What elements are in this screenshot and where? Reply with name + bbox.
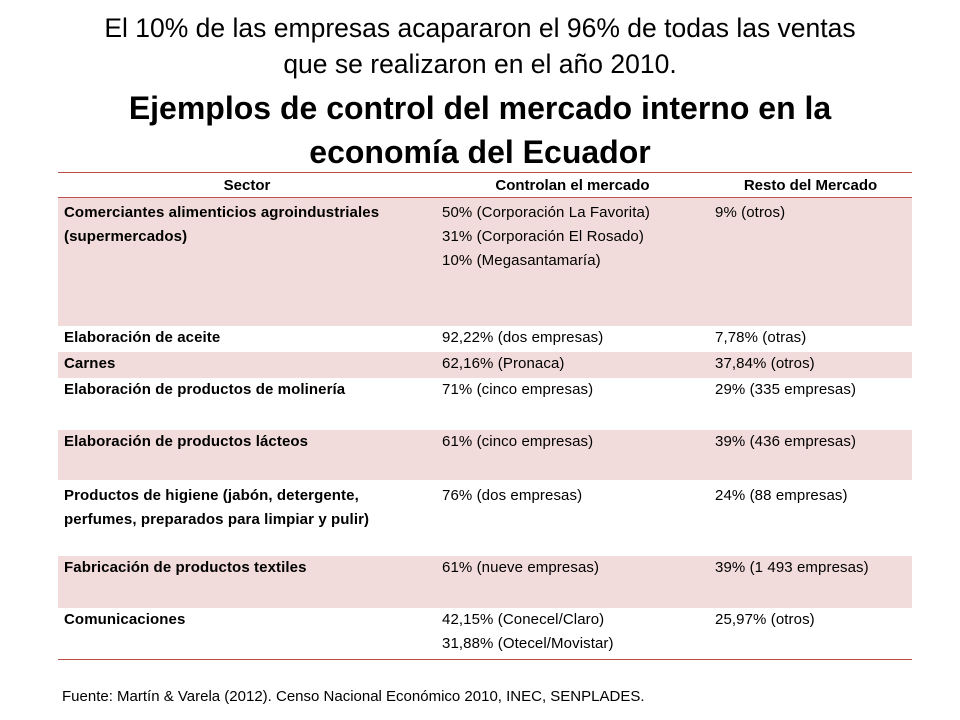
table-row: Elaboración de productos lácteos 61% (ci… xyxy=(58,429,912,480)
market-control-table: Sector Controlan el mercado Resto del Me… xyxy=(58,172,912,660)
control-line: 42,15% (Conecel/Claro) xyxy=(442,610,605,628)
header-resto: Resto del Mercado xyxy=(709,172,912,198)
cell-sector: Comunicaciones xyxy=(58,607,436,660)
cell-sector: Comerciantes alimenticios agroindustrial… xyxy=(58,197,436,326)
cell-sector: Fabricación de productos textiles xyxy=(58,555,436,608)
cell-control: 50% (Corporación La Favorita) 31% (Corpo… xyxy=(436,197,709,326)
cell-sector: Elaboración de productos de molinería xyxy=(64,380,346,398)
subtitle-line-1: Ejemplos de control del mercado interno … xyxy=(128,90,832,126)
cell-rest: 37,84% (otros) xyxy=(709,351,912,378)
control-line: 31,88% (Otecel/Movistar) xyxy=(442,634,614,652)
control-line: 31% (Corporación El Rosado) xyxy=(442,228,644,245)
cell-sector: Elaboración de productos lácteos xyxy=(58,429,436,480)
cell-rest: 7,78% (otras) xyxy=(715,328,807,346)
cell-control: 61% (cinco empresas) xyxy=(436,429,709,480)
table-row: Productos de higiene (jabón, detergente,… xyxy=(58,480,912,556)
cell-control: 42,15% (Conecel/Claro) 31,88% (Otecel/Mo… xyxy=(436,607,709,660)
table-row: Carnes 62,16% (Pronaca) 37,84% (otros) xyxy=(58,351,912,378)
table-row: Elaboración de aceite 92,22% (dos empres… xyxy=(58,326,912,352)
cell-rest: 9% (otros) xyxy=(709,197,912,326)
cell-sector: Carnes xyxy=(58,351,436,378)
cell-rest: 29% (335 empresas) xyxy=(715,380,857,398)
header-controlan: Controlan el mercado xyxy=(436,172,709,198)
cell-control: 76% (dos empresas) xyxy=(442,486,583,504)
cell-sector: Productos de higiene (jabón, detergente,… xyxy=(64,486,370,528)
cell-rest: 24% (88 empresas) xyxy=(715,486,848,504)
table-header-row: Sector Controlan el mercado Resto del Me… xyxy=(58,172,912,198)
cell-rest: 39% (1 493 empresas) xyxy=(709,555,912,608)
source-note: Fuente: Martín & Varela (2012). Censo Na… xyxy=(62,688,645,705)
subtitle: Ejemplos de control del mercado interno … xyxy=(0,86,960,174)
cell-sector: Elaboración de aceite xyxy=(64,328,221,346)
subtitle-line-2: economía del Ecuador xyxy=(309,134,651,170)
table-row: Comunicaciones 42,15% (Conecel/Claro) 31… xyxy=(58,607,912,660)
cell-control: 61% (nueve empresas) xyxy=(436,555,709,608)
cell-rest: 39% (436 empresas) xyxy=(709,429,912,480)
title-line-1: El 10% de las empresas acapararon el 96%… xyxy=(104,13,856,43)
cell-control: 62,16% (Pronaca) xyxy=(436,351,709,378)
table-row: Fabricación de productos textiles 61% (n… xyxy=(58,555,912,608)
control-line: 50% (Corporación La Favorita) xyxy=(442,204,650,221)
header-sector: Sector xyxy=(58,172,436,198)
title-line-2: que se realizaron en el año 2010. xyxy=(283,49,677,79)
cell-control: 71% (cinco empresas) xyxy=(442,380,594,398)
cell-control: 92,22% (dos empresas) xyxy=(442,328,604,346)
cell-rest: 25,97% (otros) xyxy=(709,607,912,660)
table-row: Elaboración de productos de molinería 71… xyxy=(58,378,912,430)
control-line: 10% (Megasantamaría) xyxy=(442,252,601,269)
table-row: Comerciantes alimenticios agroindustrial… xyxy=(58,197,912,326)
title: El 10% de las empresas acapararon el 96%… xyxy=(0,10,960,82)
